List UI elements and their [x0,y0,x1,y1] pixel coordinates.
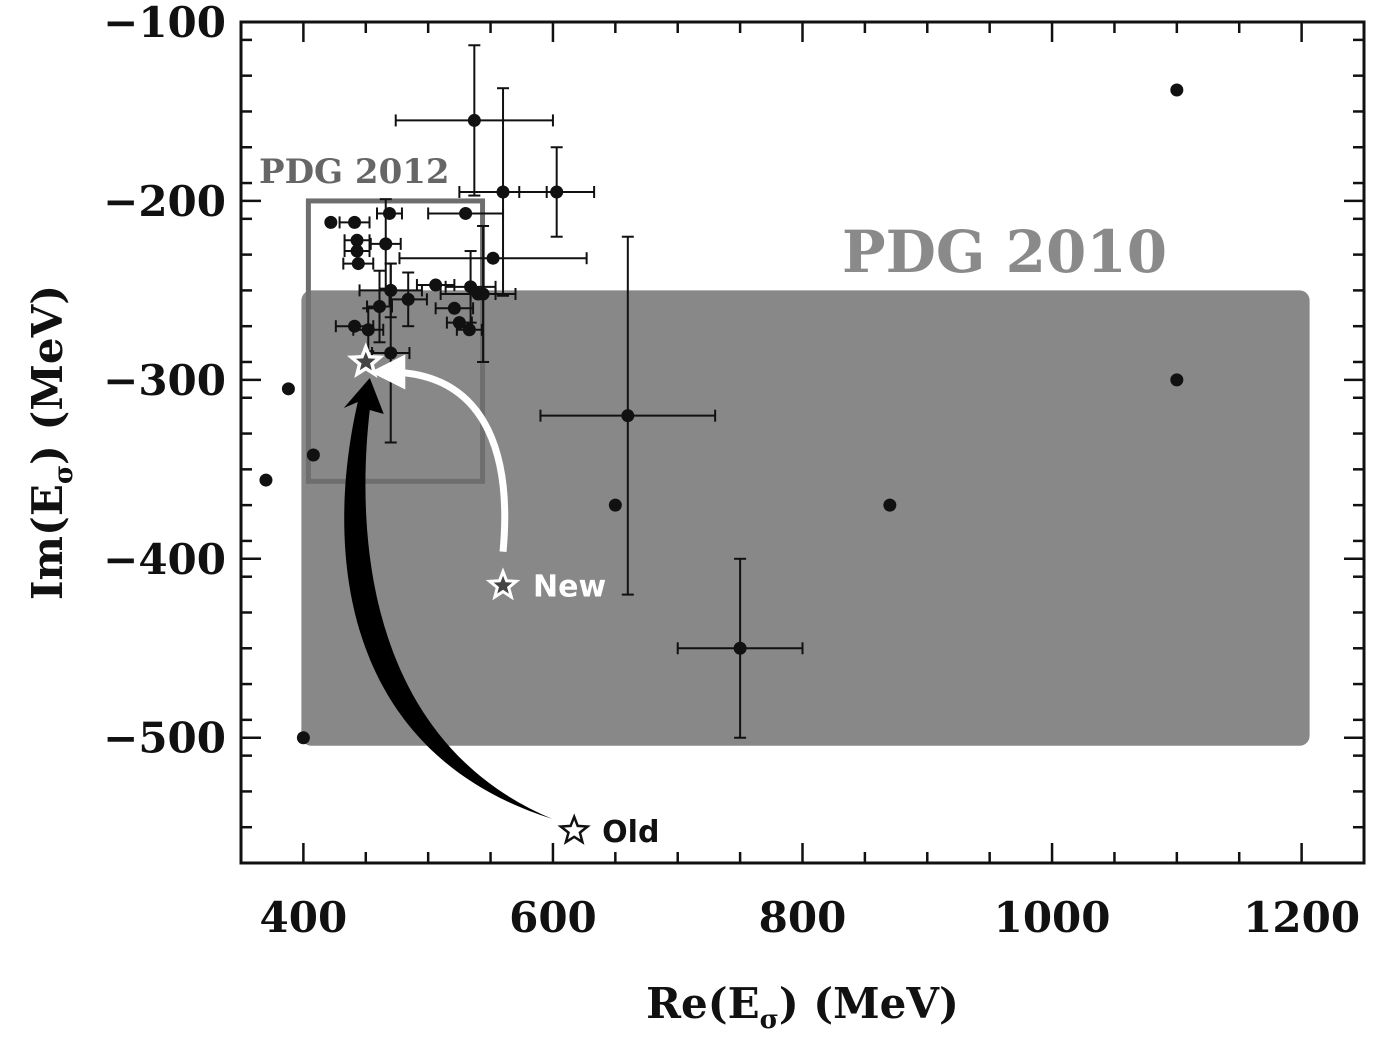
data-point-34 [1170,83,1184,97]
x-axis-title: Re(Eσ) (MeV) [646,979,959,1035]
y-tick-label: −400 [103,535,226,584]
result-star [346,342,385,378]
new-label: New [533,570,606,605]
new-star [485,567,521,601]
data-point-dot [281,382,295,396]
data-point-dot [486,251,500,265]
data-points [259,44,1184,745]
y-axis-title: Im(Eσ) (MeV) [23,285,79,600]
pdg2010-label: PDG 2010 [842,218,1167,286]
y-tick-label: −100 [103,0,226,47]
x-tick-label: 400 [260,893,348,942]
data-point-4 [306,448,320,462]
y-tick-label: −200 [103,177,226,226]
x-tick-label: 1200 [1243,893,1360,942]
data-point-dot [459,206,473,220]
data-point-22 [455,323,483,337]
new-arrow [370,354,509,552]
tick-labels: 400 600 800 1000 1200 −100 −200 −300 −400 −500 [103,0,1360,942]
data-point-21 [427,206,505,220]
data-point-dot [259,473,273,487]
old-star [557,813,591,845]
data-point-17 [388,271,428,328]
data-point-33 [883,498,897,512]
data-point-dot [379,237,393,251]
data-point-9 [343,244,371,258]
data-point-dot [401,292,415,306]
data-point-32 [676,557,804,739]
data-point-35 [1170,373,1184,387]
data-point-dot [1170,373,1184,387]
data-point-dot [476,287,490,301]
data-point-dot [496,185,510,199]
data-point-18 [415,278,456,292]
data-point-24 [394,44,554,197]
data-point-19 [434,301,475,315]
data-point-dot [348,215,362,229]
x-tick-label: 1000 [994,893,1111,942]
data-point-dot [350,233,364,247]
pdg2012-label: PDG 2012 [259,152,450,192]
data-point-29 [518,146,596,238]
data-point-dot [550,185,564,199]
x-tick-label: 800 [759,893,847,942]
old-arrow [343,377,553,819]
data-point-dot [447,301,461,315]
data-point-dot [462,323,476,337]
data-point-8 [343,233,371,247]
data-point-dot [429,278,443,292]
data-point-26 [469,224,497,363]
data-point-dot [373,300,387,314]
axis-ticks [241,20,1366,863]
data-point-dot [384,346,398,360]
data-point-dot [382,206,396,220]
data-point-dot [1170,83,1184,97]
data-point-1 [259,473,273,487]
data-point-3 [296,731,310,745]
y-tick-label: −300 [103,356,226,405]
data-point-dot [296,731,310,745]
data-point-31 [539,235,717,596]
data-point-dot [351,257,365,271]
data-point-dot [883,498,897,512]
pdg2010-region [301,290,1310,746]
data-point-14 [376,206,403,220]
data-point-27 [398,251,588,265]
star-markers [346,342,591,845]
old-label: Old [602,815,659,850]
data-point-dot [733,641,747,655]
data-point-12 [366,269,393,344]
data-point-dot [350,244,364,258]
data-point-dot [324,215,338,229]
data-point-5 [324,215,338,229]
y-tick-label: −500 [103,714,226,763]
data-point-2 [281,382,295,396]
data-point-10 [342,257,375,271]
data-point-dot [306,448,320,462]
data-point-dot [467,113,481,127]
data-point-dot [608,498,622,512]
data-point-dot [361,323,375,337]
data-point-dot [621,409,635,423]
data-point-6 [338,215,371,229]
data-point-30 [608,498,622,512]
x-tick-label: 600 [509,893,597,942]
